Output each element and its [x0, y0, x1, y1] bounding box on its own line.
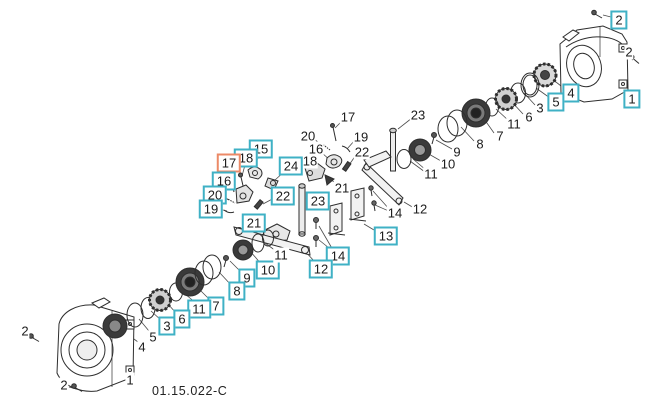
part-label-1: 1 [125, 372, 135, 388]
part-label-17: 17 [339, 109, 357, 125]
part-label-3: 3 [535, 100, 545, 116]
part-label-5: 5 [148, 329, 158, 345]
part-label-13[interactable]: 13 [373, 226, 399, 246]
part-label-10[interactable]: 10 [255, 260, 281, 280]
upper-parts-chain [389, 62, 558, 172]
part-label-17-selected[interactable]: 17 [216, 153, 242, 173]
part-label-19[interactable]: 19 [198, 199, 224, 219]
part-label-20: 20 [299, 128, 317, 144]
part-label-11[interactable]: 11 [187, 299, 211, 319]
part-label-2: 2 [20, 323, 30, 339]
part-label-7: 7 [495, 128, 505, 144]
part-label-12: 12 [411, 201, 429, 217]
part-label-6[interactable]: 6 [173, 309, 191, 329]
part-label-23[interactable]: 23 [305, 191, 331, 211]
part-label-24[interactable]: 24 [278, 156, 304, 176]
part-label-21[interactable]: 21 [241, 213, 267, 233]
lower-parts-chain [102, 229, 274, 339]
part-label-11: 11 [273, 247, 289, 263]
linkage-right-cluster [304, 123, 352, 186]
part-label-23: 23 [409, 107, 427, 123]
part-label-6: 6 [524, 109, 534, 125]
mounting-brackets [233, 150, 404, 256]
part-label-5[interactable]: 5 [547, 92, 565, 112]
part-label-11: 11 [506, 116, 522, 132]
part-label-22[interactable]: 22 [270, 186, 296, 206]
part-label-11: 11 [423, 166, 439, 182]
part-label-9: 9 [452, 144, 462, 160]
part-label-8: 8 [475, 136, 485, 152]
part-label-10: 10 [439, 156, 457, 172]
upper-gearbox-housing [559, 25, 629, 103]
part-label-16: 16 [307, 141, 325, 157]
part-label-19: 19 [352, 129, 370, 145]
part-label-2: 2 [624, 44, 634, 60]
part-label-4[interactable]: 4 [562, 83, 580, 103]
part-label-4: 4 [137, 339, 147, 355]
part-label-2: 2 [59, 377, 69, 393]
part-label-3[interactable]: 3 [158, 316, 176, 336]
part-label-14: 14 [386, 205, 404, 221]
diagram-code: 01.15.022-C [152, 384, 228, 398]
part-label-22: 22 [353, 144, 371, 160]
part-label-1[interactable]: 1 [623, 89, 641, 109]
part-label-12[interactable]: 12 [308, 259, 334, 279]
part-label-18: 18 [301, 153, 319, 169]
part-label-2[interactable]: 2 [610, 10, 628, 30]
part-label-8[interactable]: 8 [228, 281, 246, 301]
part-label-21: 21 [333, 180, 351, 196]
